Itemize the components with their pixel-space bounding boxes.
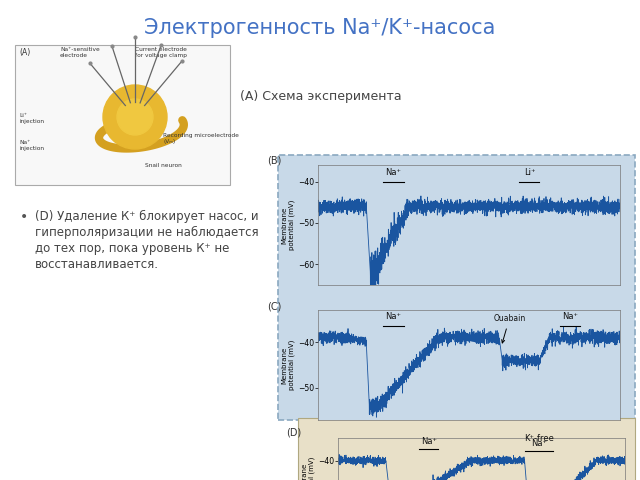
Bar <box>15 45 230 185</box>
Text: Na⁺: Na⁺ <box>531 439 547 448</box>
Text: до тех пор, пока уровень К⁺ не: до тех пор, пока уровень К⁺ не <box>35 242 229 255</box>
Text: (C): (C) <box>267 301 281 311</box>
Text: Na⁺: Na⁺ <box>421 437 437 446</box>
Y-axis label: Membrane
potential (mV): Membrane potential (mV) <box>301 456 315 480</box>
Text: Li⁺
injection: Li⁺ injection <box>19 113 44 124</box>
Text: (D) Удаление К⁺ блокирует насос, и: (D) Удаление К⁺ блокирует насос, и <box>35 210 259 223</box>
Text: K⁺-free: K⁺-free <box>524 434 554 443</box>
Text: (A): (A) <box>19 48 30 57</box>
Text: Na⁺-sensitive
electrode: Na⁺-sensitive electrode <box>60 47 100 58</box>
Text: восстанавливается.: восстанавливается. <box>35 258 159 271</box>
Text: Recording microelectrode
(Vₘ): Recording microelectrode (Vₘ) <box>163 133 239 144</box>
Y-axis label: Membrane
potential (mV): Membrane potential (mV) <box>282 200 295 250</box>
Text: Snail neuron: Snail neuron <box>145 163 182 168</box>
Text: Current electrode
for voltage clamp: Current electrode for voltage clamp <box>135 47 187 58</box>
Circle shape <box>103 85 167 149</box>
Text: Na⁺: Na⁺ <box>385 168 401 177</box>
Circle shape <box>117 99 153 135</box>
Text: Электрогенность Na⁺/K⁺-насоса: Электрогенность Na⁺/K⁺-насоса <box>144 18 496 38</box>
Text: •: • <box>20 210 28 224</box>
Text: гиперполяризации не наблюдается: гиперполяризации не наблюдается <box>35 226 259 239</box>
Text: Na⁺: Na⁺ <box>562 312 578 321</box>
Text: Li⁺: Li⁺ <box>524 168 535 177</box>
Bar <box>298 418 635 480</box>
Text: Na⁺: Na⁺ <box>385 312 401 321</box>
Text: (A) Схема эксперимента: (A) Схема эксперимента <box>240 90 402 103</box>
Text: Na⁺
injection: Na⁺ injection <box>19 140 44 151</box>
Y-axis label: Membrane
potential (mV): Membrane potential (mV) <box>282 340 295 390</box>
Text: Ouabain: Ouabain <box>493 314 525 343</box>
Text: (D): (D) <box>286 428 301 438</box>
Text: (B): (B) <box>267 156 281 166</box>
Bar <box>278 155 635 420</box>
